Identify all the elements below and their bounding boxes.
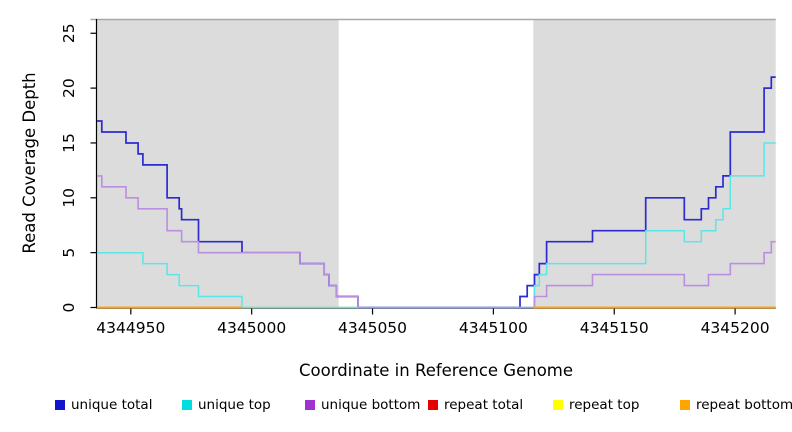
x-axis-title: Coordinate in Reference Genome xyxy=(298,361,574,380)
series-unique-total xyxy=(97,76,776,309)
x-tick-label: 4344950 xyxy=(96,319,165,337)
y-tick-label: 25 xyxy=(60,23,78,43)
x-tick-label: 4345200 xyxy=(701,319,770,337)
y-tick-label: 15 xyxy=(60,133,78,153)
x-tick-label: 4345100 xyxy=(459,319,528,337)
x-tick-label: 4345000 xyxy=(217,319,286,337)
series-unique-top xyxy=(97,142,776,309)
y-tick-label: 10 xyxy=(60,188,78,208)
right-repeat-region xyxy=(533,19,776,308)
y-tick-label: 5 xyxy=(60,248,78,258)
x-tick-label: 4345050 xyxy=(338,319,407,337)
left-repeat-region xyxy=(96,19,339,308)
y-axis-title: Read Coverage Depth xyxy=(20,72,39,254)
y-tick-label: 20 xyxy=(60,78,78,98)
series-unique-bottom xyxy=(97,175,776,309)
x-tick-label: 4345150 xyxy=(580,319,649,337)
y-tick-label: 0 xyxy=(60,303,78,313)
